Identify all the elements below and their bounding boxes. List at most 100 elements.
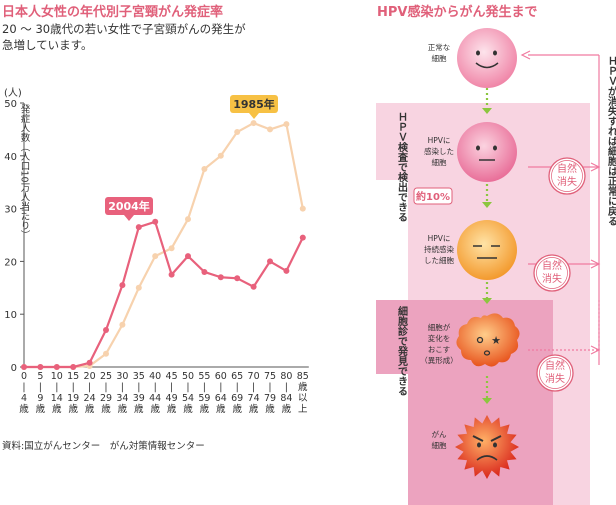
x-tick-part: 歳 bbox=[232, 403, 242, 415]
x-tick-part: 29 bbox=[100, 393, 112, 404]
data-point bbox=[250, 120, 257, 127]
data-point bbox=[283, 267, 290, 274]
data-point bbox=[217, 274, 224, 281]
x-tick-part: 24 bbox=[84, 393, 96, 404]
dizzy-face-icon bbox=[456, 313, 520, 367]
legend-pointer bbox=[249, 113, 259, 119]
x-tick-part: | bbox=[219, 382, 222, 393]
stage-1-label-b: 細胞 bbox=[432, 53, 447, 63]
data-point bbox=[152, 253, 159, 260]
x-tick-part: | bbox=[55, 382, 58, 393]
stamp-2: 自然 消失 bbox=[533, 254, 571, 292]
x-tick-part: 65 bbox=[231, 371, 243, 382]
y-tick-label: 20 bbox=[4, 257, 17, 268]
stamp-3-line2: 消失 bbox=[545, 372, 565, 385]
x-tick-part: 歳 bbox=[118, 403, 128, 415]
x-tick-part: | bbox=[39, 382, 42, 393]
stage-persistent-cell: HPVに 持続感染 した細胞 bbox=[424, 220, 517, 280]
x-tick-part: 0 bbox=[21, 371, 27, 382]
x-tick-label: 10|14歳 bbox=[51, 371, 63, 415]
legend-callout: 1985年 bbox=[230, 95, 278, 119]
x-tick-part: 70 bbox=[248, 371, 260, 382]
data-point bbox=[299, 234, 306, 241]
data-point bbox=[53, 364, 60, 370]
x-tick-label: 70|74歳 bbox=[248, 371, 260, 415]
series-1 bbox=[21, 218, 306, 370]
x-tick-part: 歳 bbox=[216, 403, 226, 415]
stage-4-label-d: （異形成） bbox=[420, 355, 458, 365]
x-tick-part: 54 bbox=[182, 393, 194, 404]
data-point bbox=[234, 129, 241, 136]
star-eye-icon: ★ bbox=[491, 334, 501, 347]
x-tick-part: 歳 bbox=[134, 403, 144, 415]
data-point bbox=[21, 364, 27, 370]
x-tick-part: 75 bbox=[264, 371, 276, 382]
stage-3-label-a: HPVに bbox=[428, 234, 451, 243]
x-tick-part: | bbox=[121, 382, 124, 393]
x-tick-label: 45|49歳 bbox=[166, 371, 178, 415]
data-point bbox=[201, 268, 208, 275]
x-tick-part: 5 bbox=[37, 371, 43, 382]
chart-axes bbox=[23, 103, 309, 368]
vertical-note: ＨＰＶが消失すれば細胞は正常に戻る bbox=[606, 56, 616, 226]
stage-dysplasia-cell: 細胞が 変化を おこす （異形成） ★ bbox=[420, 313, 520, 367]
stage-4-label-a: 細胞が bbox=[428, 322, 451, 332]
x-tick-part: 39 bbox=[133, 393, 145, 404]
data-point bbox=[103, 350, 109, 357]
cytology-tab bbox=[376, 300, 408, 374]
x-tick-part: | bbox=[236, 382, 239, 393]
stage-5-label-b: 細胞 bbox=[432, 440, 447, 450]
stage-1-label-a: 正常な bbox=[428, 43, 451, 52]
x-ticks: 0|4歳5|9歳10|14歳15|19歳20|24歳25|29歳30|34歳35… bbox=[19, 371, 309, 415]
x-tick-part: | bbox=[203, 382, 206, 393]
x-tick-label: 40|44歳 bbox=[149, 371, 161, 415]
y-tick-label: 50 bbox=[4, 99, 17, 110]
stamp-1: 自然 消失 bbox=[548, 157, 586, 195]
x-tick-part: 30 bbox=[116, 371, 128, 382]
legend-pointer bbox=[124, 215, 134, 221]
x-tick-label: 25|29歳 bbox=[100, 371, 112, 415]
neutral-face-icon bbox=[457, 122, 517, 182]
y-tick-label: 40 bbox=[4, 152, 17, 163]
x-tick-part: 歳 bbox=[298, 381, 308, 393]
legend-box bbox=[230, 95, 278, 113]
x-tick-part: 歳 bbox=[36, 403, 46, 415]
stage-5-label-a: がん bbox=[432, 429, 447, 439]
percent-badge bbox=[413, 187, 453, 205]
x-tick-part: 歳 bbox=[183, 403, 193, 415]
data-point bbox=[234, 275, 241, 282]
legend-box bbox=[105, 197, 153, 215]
x-tick-part: 45 bbox=[166, 371, 178, 382]
x-tick-part: 歳 bbox=[85, 403, 95, 415]
x-tick-part: 49 bbox=[166, 393, 178, 404]
x-tick-part: | bbox=[137, 382, 140, 393]
stage-4-label-c: おこす bbox=[428, 345, 450, 354]
x-tick-part: 歳 bbox=[200, 403, 210, 415]
x-tick-part: 以 bbox=[298, 393, 308, 404]
x-tick-part: 歳 bbox=[167, 403, 177, 415]
x-tick-part: 35 bbox=[133, 371, 145, 382]
x-tick-label: 15|19歳 bbox=[67, 371, 79, 415]
y-tick-label: 10 bbox=[4, 310, 17, 321]
x-tick-label: 65|69歳 bbox=[231, 371, 243, 415]
chart-subtitle-line1: 20 ～ 30歳代の若い女性で子宮頸がんの発生が bbox=[2, 22, 246, 36]
data-point bbox=[152, 218, 159, 225]
stage-2-label-a: HPVに bbox=[428, 136, 451, 145]
x-tick-part: 59 bbox=[198, 393, 210, 404]
stage-4-label-b: 変化を bbox=[428, 333, 451, 343]
stamp-2-line2: 消失 bbox=[542, 272, 562, 285]
x-tick-part: 歳 bbox=[101, 403, 111, 415]
x-tick-part: | bbox=[268, 382, 271, 393]
x-tick-part: 歳 bbox=[282, 403, 292, 415]
x-tick-part: 34 bbox=[116, 393, 128, 404]
x-tick-part: 44 bbox=[149, 393, 161, 404]
data-point bbox=[267, 126, 273, 133]
x-tick-part: 歳 bbox=[19, 403, 29, 415]
y-tick-label: 30 bbox=[4, 205, 17, 216]
x-tick-part: | bbox=[88, 382, 91, 393]
x-tick-part: 79 bbox=[264, 393, 276, 404]
x-tick-part: | bbox=[154, 382, 157, 393]
data-point bbox=[70, 364, 77, 370]
hpv-detect-tab bbox=[376, 103, 408, 180]
data-point bbox=[119, 282, 126, 289]
